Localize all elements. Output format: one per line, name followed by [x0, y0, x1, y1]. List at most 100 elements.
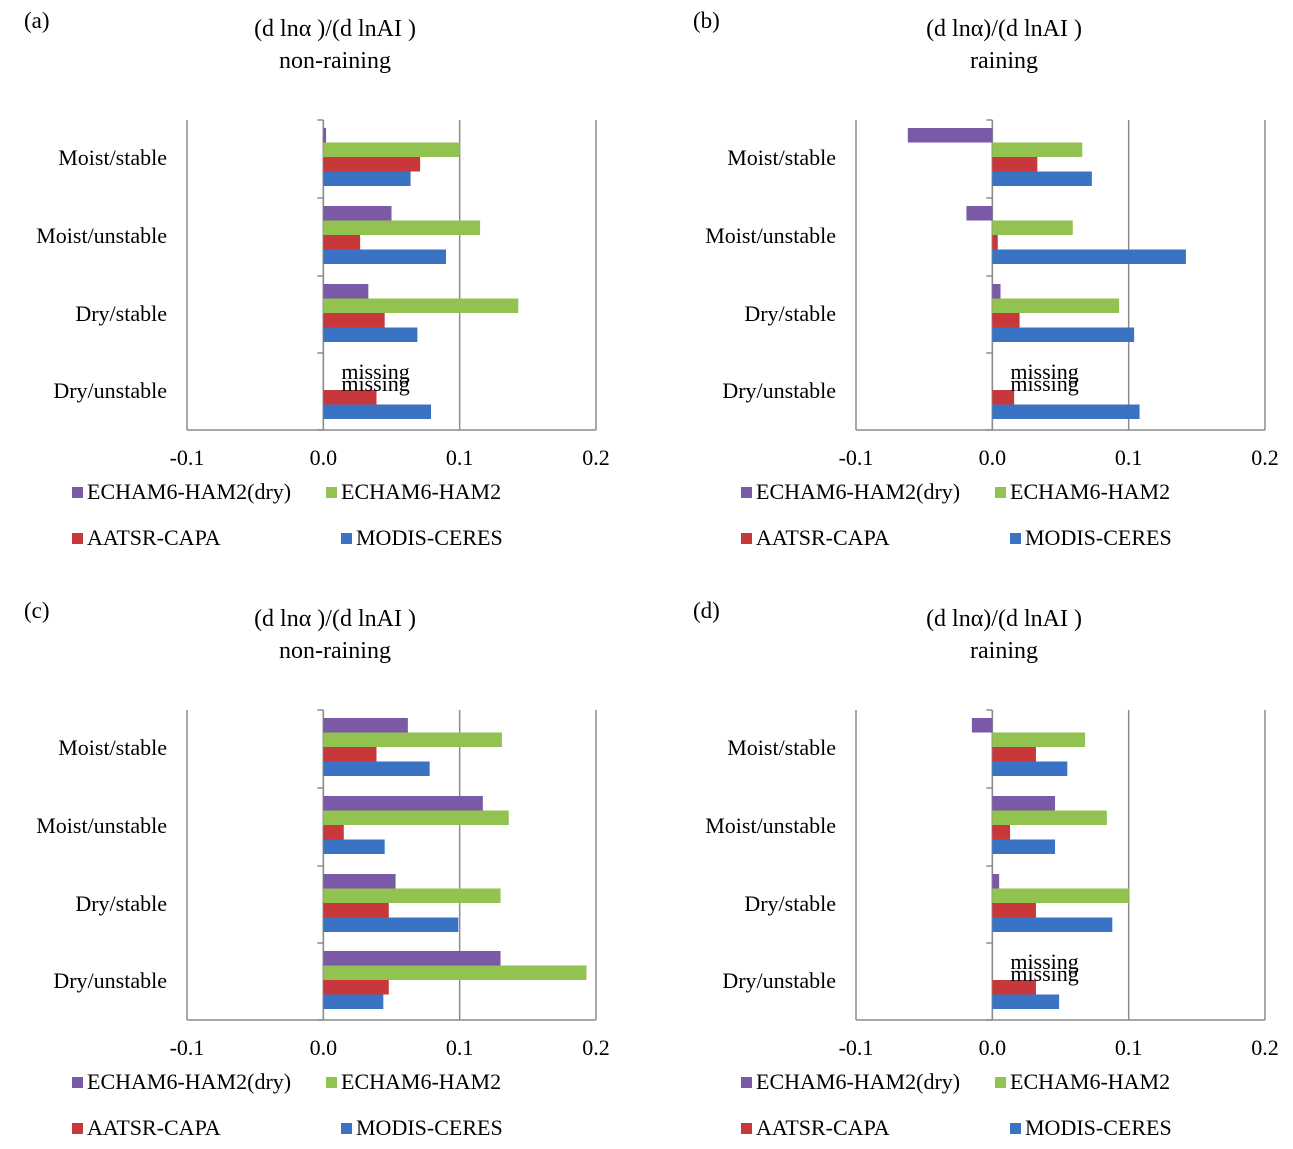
panel-label: (d) — [693, 598, 720, 623]
panel-b: (b) (d lnα)/(d lnAI ) raining -0.1 0.0 0.1 0.2… — [693, 8, 1279, 550]
legend-label-modis-ceres: MODIS-CERES — [356, 1115, 503, 1140]
bar-echam6-ham2-moist-stable — [323, 732, 502, 747]
bar-aatsr-capa-moist-stable — [323, 157, 421, 172]
bar-aatsr-capa-dry-unstable — [992, 390, 1015, 405]
bar-aatsr-capa-moist-unstable — [992, 825, 1011, 840]
bar-aatsr-capa-dry-unstable — [323, 390, 377, 405]
bar-modis-ceres-dry-stable — [992, 327, 1135, 342]
bar-echam6-ham2-moist-unstable — [992, 810, 1107, 825]
bar-echam6-ham2-dry-stable — [323, 888, 501, 903]
bar-modis-ceres-dry-unstable — [323, 404, 432, 419]
category-label-moist-stable: Moist/stable — [58, 735, 167, 760]
bar-echam6-ham2-moist-unstable — [323, 220, 481, 235]
category-label-moist-unstable: Moist/unstable — [705, 223, 836, 248]
bar-modis-ceres-moist-unstable — [323, 839, 385, 854]
x-tick-label: 0.0 — [979, 445, 1007, 470]
legend-swatch-echam6-ham2-dry — [741, 487, 752, 498]
x-tick-label: -0.1 — [170, 1035, 205, 1060]
bar-modis-ceres-moist-stable — [992, 171, 1092, 186]
category-label-moist-stable: Moist/stable — [58, 145, 167, 170]
bar-echam6-ham2-dry-moist-stable — [323, 718, 408, 733]
bar-modis-ceres-dry-stable — [323, 327, 418, 342]
category-label-dry-unstable: Dry/unstable — [53, 968, 167, 993]
x-tick-label: 0.2 — [1251, 1035, 1279, 1060]
legend-label-modis-ceres: MODIS-CERES — [1025, 1115, 1172, 1140]
category-label-dry-stable: Dry/stable — [75, 301, 167, 326]
bar-echam6-ham2-dry-dry-unstable — [323, 951, 501, 966]
category-label-dry-unstable: Dry/unstable — [722, 378, 836, 403]
bar-modis-ceres-dry-unstable — [992, 404, 1140, 419]
x-tick-label: -0.1 — [839, 445, 874, 470]
bar-echam6-ham2-dry-moist-unstable — [992, 796, 1056, 811]
bar-echam6-ham2-dry-unstable — [323, 965, 587, 980]
chart-title: (d lnα)/(d lnAI ) — [926, 16, 1082, 42]
missing-annotation: missing — [341, 359, 409, 384]
bar-modis-ceres-moist-unstable — [992, 839, 1056, 854]
legend-swatch-modis-ceres — [341, 533, 352, 544]
x-tick-label: 0.2 — [582, 445, 610, 470]
panel-label: (a) — [24, 8, 50, 33]
bar-modis-ceres-moist-stable — [323, 171, 411, 186]
bar-echam6-ham2-dry-dry-stable — [992, 874, 1000, 889]
x-tick-label: 0.0 — [979, 1035, 1007, 1060]
bar-echam6-ham2-dry-stable — [992, 888, 1129, 903]
legend-label-echam6-ham2: ECHAM6-HAM2 — [1010, 1069, 1170, 1094]
panel-c: (c) (d lnα )/(d lnAI ) non-raining -0.1 0.0 0… — [24, 598, 610, 1140]
legend-swatch-echam6-ham2-dry — [72, 487, 83, 498]
panel-label: (b) — [693, 8, 720, 33]
legend-swatch-aatsr-capa — [741, 1123, 752, 1134]
category-label-dry-stable: Dry/stable — [75, 891, 167, 916]
category-label-dry-stable: Dry/stable — [744, 301, 836, 326]
legend-swatch-modis-ceres — [1010, 533, 1021, 544]
category-label-dry-unstable: Dry/unstable — [722, 968, 836, 993]
legend-swatch-echam6-ham2 — [995, 1077, 1006, 1088]
bar-aatsr-capa-moist-stable — [992, 747, 1036, 762]
x-tick-label: 0.1 — [446, 445, 474, 470]
legend-swatch-aatsr-capa — [72, 533, 83, 544]
bar-echam6-ham2-moist-stable — [323, 142, 460, 157]
chart-title: (d lnα )/(d lnAI ) — [254, 606, 416, 632]
legend-label-aatsr-capa: AATSR-CAPA — [756, 525, 890, 550]
missing-annotation: missing — [1010, 371, 1078, 396]
chart-subtitle: non-raining — [279, 638, 391, 664]
bar-aatsr-capa-dry-stable — [992, 903, 1036, 918]
legend-label-aatsr-capa: AATSR-CAPA — [87, 1115, 221, 1140]
legend-label-echam6-ham2-dry: ECHAM6-HAM2(dry) — [756, 479, 960, 504]
chart-title: (d lnα )/(d lnAI ) — [254, 16, 416, 42]
bar-echam6-ham2-dry-stable — [992, 298, 1120, 313]
missing-annotation: missing — [341, 371, 409, 396]
bar-modis-ceres-moist-unstable — [992, 249, 1186, 264]
legend-swatch-modis-ceres — [1010, 1123, 1021, 1134]
chart-title: (d lnα)/(d lnAI ) — [926, 606, 1082, 632]
legend-label-aatsr-capa: AATSR-CAPA — [87, 525, 221, 550]
x-tick-label: -0.1 — [170, 445, 205, 470]
bar-echam6-ham2-moist-stable — [992, 142, 1083, 157]
chart-subtitle: raining — [970, 638, 1038, 664]
category-label-moist-stable: Moist/stable — [727, 735, 836, 760]
category-label-moist-unstable: Moist/unstable — [36, 223, 167, 248]
legend-swatch-aatsr-capa — [741, 533, 752, 544]
x-tick-label: 0.1 — [446, 1035, 474, 1060]
category-label-moist-unstable: Moist/unstable — [36, 813, 167, 838]
panel-label: (c) — [24, 598, 50, 623]
x-tick-label: 0.2 — [1251, 445, 1279, 470]
x-tick-label: 0.0 — [310, 1035, 338, 1060]
x-tick-label: 0.2 — [582, 1035, 610, 1060]
bar-echam6-ham2-moist-unstable — [992, 220, 1073, 235]
bar-aatsr-capa-dry-stable — [323, 903, 389, 918]
legend-swatch-echam6-ham2 — [326, 487, 337, 498]
bar-echam6-ham2-dry-moist-stable — [907, 128, 993, 143]
bar-modis-ceres-moist-stable — [323, 761, 430, 776]
category-label-dry-unstable: Dry/unstable — [53, 378, 167, 403]
legend-swatch-echam6-ham2 — [326, 1077, 337, 1088]
bar-echam6-ham2-moist-stable — [992, 732, 1086, 747]
legend-label-aatsr-capa: AATSR-CAPA — [756, 1115, 890, 1140]
x-tick-label: 0.0 — [310, 445, 338, 470]
legend-label-echam6-ham2: ECHAM6-HAM2 — [341, 479, 501, 504]
legend-swatch-echam6-ham2 — [995, 487, 1006, 498]
bar-aatsr-capa-dry-stable — [323, 313, 385, 328]
bar-modis-ceres-moist-stable — [992, 761, 1068, 776]
legend-swatch-echam6-ham2-dry — [72, 1077, 83, 1088]
bar-aatsr-capa-dry-unstable — [323, 980, 389, 995]
